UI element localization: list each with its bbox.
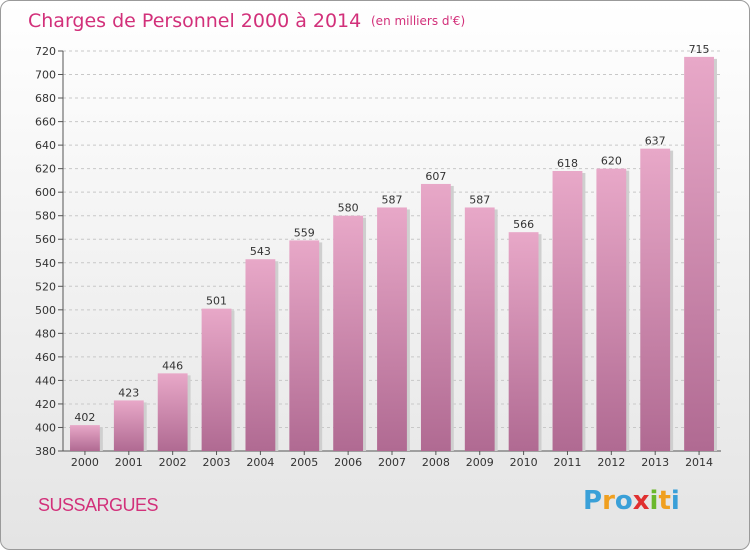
y-tick-label: 620: [35, 163, 56, 176]
y-tick-label: 640: [35, 139, 56, 152]
data-label: 587: [382, 193, 403, 206]
y-tick-label: 400: [35, 421, 56, 434]
y-tick-label: 680: [35, 92, 56, 105]
x-tick-label: 2013: [641, 456, 669, 469]
y-tick-label: 380: [35, 445, 56, 458]
y-tick-label: 420: [35, 398, 56, 411]
data-label: 715: [689, 43, 710, 56]
x-tick-label: 2006: [334, 456, 362, 469]
bar-2006: [333, 215, 364, 451]
logo-letter: i: [649, 486, 659, 516]
chart-title: Charges de Personnel 2000 à 2014: [28, 10, 361, 32]
x-tick-label: 2004: [246, 456, 274, 469]
x-tick-label: 2005: [290, 456, 318, 469]
x-tick-label: 2007: [378, 456, 406, 469]
logo-letter: i: [670, 486, 680, 516]
x-tick-label: 2002: [159, 456, 187, 469]
y-tick-label: 560: [35, 233, 56, 246]
data-label: 559: [294, 226, 315, 239]
y-tick-label: 720: [35, 45, 56, 58]
logo-letter: P: [583, 486, 603, 516]
data-label: 501: [206, 295, 227, 308]
y-tick-label: 600: [35, 186, 56, 199]
bar-2000: [70, 425, 100, 451]
data-label: 618: [557, 157, 578, 170]
logo-letter: t: [658, 486, 671, 516]
data-label: 580: [338, 202, 359, 215]
x-tick-label: 2012: [597, 456, 625, 469]
bar-2014: [684, 56, 714, 451]
proxiti-logo: Proxiti: [583, 486, 680, 516]
y-tick-label: 500: [35, 304, 56, 317]
data-label: 423: [118, 386, 139, 399]
y-tick-label: 460: [35, 351, 56, 364]
bar-2009: [464, 207, 495, 451]
x-axis: 2000 2001 2002 2003 2004 2005 2006 2007 2008 2009…: [71, 451, 713, 469]
bar-2012: [596, 168, 627, 451]
x-tick-label: 2008: [422, 456, 450, 469]
y-tick-label: 660: [35, 116, 56, 129]
data-label: 620: [601, 155, 622, 168]
bar-2008: [420, 183, 451, 452]
place-name: SUSSARGUES: [38, 495, 159, 515]
logo-letter: x: [632, 486, 650, 516]
y-tick-label: 440: [35, 374, 56, 387]
bar-2004: [245, 259, 276, 451]
data-label: 566: [513, 218, 534, 231]
y-tick-label: 700: [35, 69, 56, 82]
y-tick-label: 520: [35, 280, 56, 293]
bar-2001: [113, 400, 144, 451]
bar-2013: [640, 148, 671, 451]
bars: [70, 56, 717, 452]
bar-2003: [201, 308, 232, 451]
bar-2005: [289, 240, 320, 451]
logo-letter: r: [602, 486, 615, 516]
logo-letter: o: [614, 486, 633, 516]
x-tick-label: 2000: [71, 456, 99, 469]
chart-subtitle: (en milliers d'€): [371, 14, 465, 28]
data-label: 637: [645, 135, 666, 148]
x-tick-label: 2010: [510, 456, 538, 469]
data-label: 543: [250, 245, 271, 258]
bar-2002: [157, 373, 188, 451]
data-label: 607: [425, 170, 446, 183]
x-tick-label: 2014: [685, 456, 713, 469]
data-label: 587: [469, 193, 490, 206]
y-tick-label: 580: [35, 210, 56, 223]
x-tick-label: 2011: [553, 456, 581, 469]
x-tick-label: 2003: [203, 456, 231, 469]
data-label: 402: [74, 411, 95, 424]
x-tick-label: 2009: [466, 456, 494, 469]
y-tick-label: 540: [35, 257, 56, 270]
bar-2010: [508, 232, 539, 451]
data-labels: 402 423 446 501 543 559 580 587 607 587 566 618 620 6…: [74, 43, 709, 424]
bar-2011: [552, 171, 583, 451]
bar-2007: [377, 207, 407, 451]
y-tick-label: 480: [35, 327, 56, 340]
data-label: 446: [162, 359, 183, 372]
x-tick-label: 2001: [115, 456, 143, 469]
